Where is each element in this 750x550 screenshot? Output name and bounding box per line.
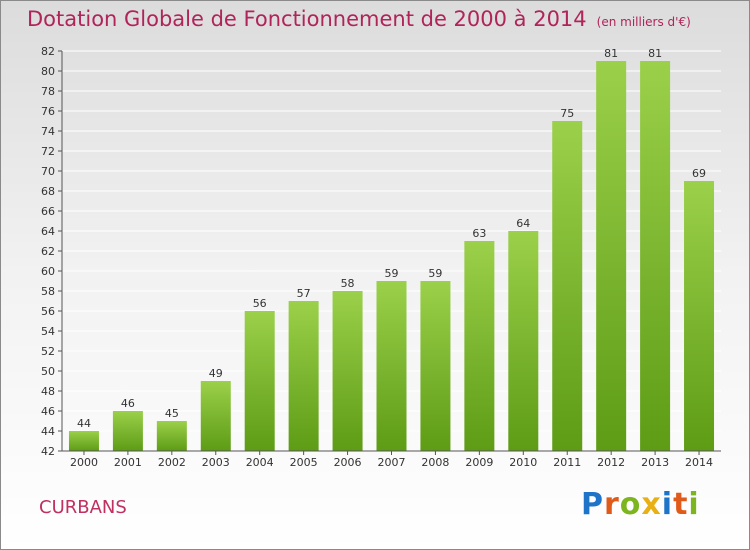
logo-letter: i [688, 487, 700, 522]
commune-name: CURBANS [39, 497, 127, 518]
data-label-2010: 64 [516, 217, 530, 230]
logo-letter: i [661, 487, 674, 522]
bar-2004 [244, 311, 275, 451]
y-tick-label: 78 [41, 85, 55, 98]
x-tick-label: 2006 [334, 456, 362, 469]
y-tick-label: 72 [41, 145, 55, 158]
proxiti-logo: Proxiti [581, 487, 700, 522]
bar-2006 [332, 291, 363, 451]
x-tick-label: 2008 [421, 456, 449, 469]
logo-letter: P [581, 487, 604, 522]
y-tick-label: 66 [41, 205, 55, 218]
y-tick-label: 58 [41, 285, 55, 298]
chart-title-text: Dotation Globale de Fonctionnement de 20… [27, 7, 587, 31]
data-label-2009: 63 [472, 227, 486, 240]
logo-letter: x [641, 487, 662, 522]
x-tick-label: 2014 [685, 456, 713, 469]
x-tick-label: 2002 [158, 456, 186, 469]
y-tick-label: 52 [41, 345, 55, 358]
x-tick-label: 2000 [70, 456, 98, 469]
bar-2003 [200, 381, 231, 451]
data-label-2005: 57 [297, 287, 311, 300]
chart-title: Dotation Globale de Fonctionnement de 20… [27, 7, 691, 31]
x-tick-label: 2007 [378, 456, 406, 469]
logo-letter: t [673, 487, 689, 522]
y-tick-label: 76 [41, 105, 55, 118]
x-tick-label: 2005 [290, 456, 318, 469]
y-tick-label: 60 [41, 265, 55, 278]
data-label-2003: 49 [209, 367, 223, 380]
bar-2010 [508, 231, 539, 451]
y-tick-label: 56 [41, 305, 55, 318]
logo-letter: o [619, 487, 642, 522]
x-tick-label: 2010 [509, 456, 537, 469]
x-tick-label: 2012 [597, 456, 625, 469]
data-label-2007: 59 [385, 267, 399, 280]
bar-2001 [112, 411, 143, 451]
y-tick-label: 70 [41, 165, 55, 178]
y-tick-label: 46 [41, 405, 55, 418]
y-tick-label: 54 [41, 325, 55, 338]
data-label-2014: 69 [692, 167, 706, 180]
y-tick-label: 42 [41, 445, 55, 458]
y-tick-label: 64 [41, 225, 55, 238]
data-label-2011: 75 [560, 107, 574, 120]
bar-2005 [288, 301, 319, 451]
chart-subtitle: (en milliers d'€) [596, 15, 691, 29]
x-tick-label: 2011 [553, 456, 581, 469]
bar-2007 [376, 281, 407, 451]
data-label-2008: 59 [428, 267, 442, 280]
data-label-2001: 46 [121, 397, 135, 410]
bar-2002 [156, 421, 187, 451]
y-tick-label: 48 [41, 385, 55, 398]
y-tick-label: 44 [41, 425, 55, 438]
x-tick-label: 2013 [641, 456, 669, 469]
x-tick-label: 2003 [202, 456, 230, 469]
data-label-2002: 45 [165, 407, 179, 420]
x-tick-label: 2001 [114, 456, 142, 469]
y-tick-label: 62 [41, 245, 55, 258]
data-label-2013: 81 [648, 47, 662, 60]
x-tick-label: 2004 [246, 456, 274, 469]
bar-2011 [552, 121, 583, 451]
data-label-2006: 58 [341, 277, 355, 290]
bar-2012 [596, 61, 627, 451]
y-tick-label: 68 [41, 185, 55, 198]
data-label-2004: 56 [253, 297, 267, 310]
x-tick-label: 2009 [465, 456, 493, 469]
bar-2014 [684, 181, 715, 451]
bar-2008 [420, 281, 451, 451]
y-tick-label: 74 [41, 125, 55, 138]
data-label-2012: 81 [604, 47, 618, 60]
bar-2000 [68, 431, 99, 451]
bar-2013 [640, 61, 671, 451]
y-tick-label: 80 [41, 65, 55, 78]
data-label-2000: 44 [77, 417, 91, 430]
y-tick-label: 82 [41, 45, 55, 58]
bar-2009 [464, 241, 495, 451]
logo-letter: r [604, 487, 620, 522]
y-tick-label: 50 [41, 365, 55, 378]
